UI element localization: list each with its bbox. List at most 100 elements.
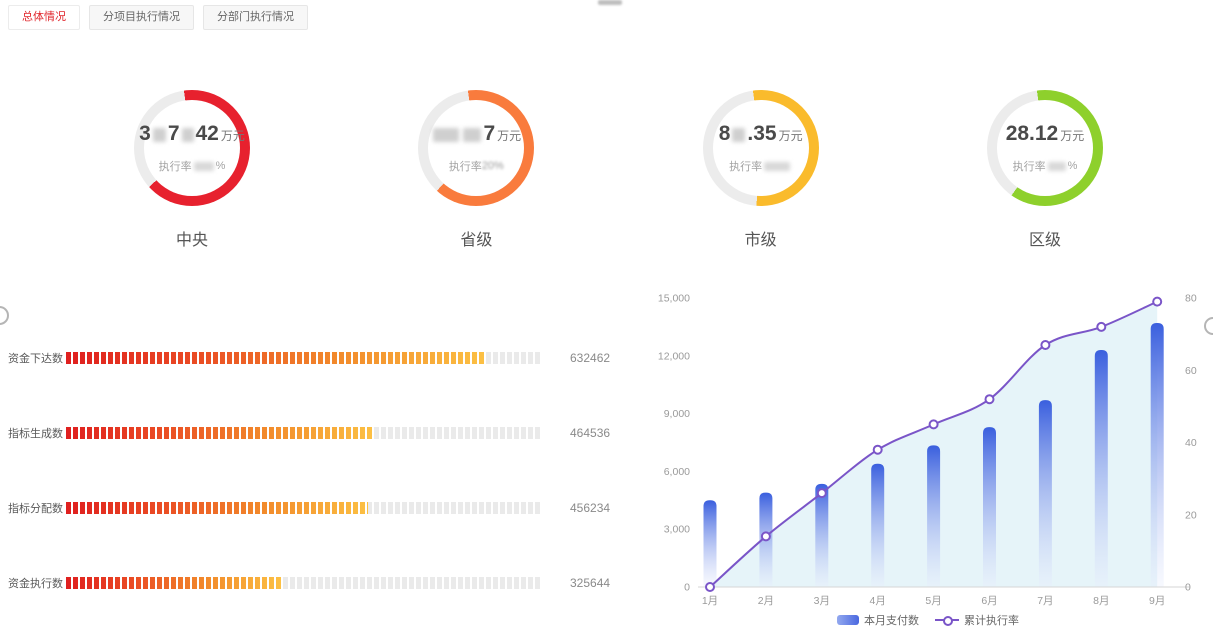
donut-ring: 28.12 万元执行率% — [986, 90, 1103, 206]
line-marker-9月 — [1152, 296, 1163, 307]
line-marker-5月 — [928, 419, 939, 430]
funnel-bar-segmentation — [66, 577, 542, 589]
line-marker-icon — [935, 615, 959, 626]
gauge-district: 28.12 万元执行率% 区级 — [986, 90, 1103, 250]
funnel-row-value: 325644 — [570, 576, 611, 590]
x-tick-1月: 1月 — [702, 595, 718, 607]
y-left-tick: 9,000 — [664, 408, 690, 420]
redaction-blur — [193, 161, 214, 171]
gauge-label: 区级 — [1028, 232, 1061, 249]
visible-text: 执行率 — [448, 161, 482, 173]
visible-text: 执行率 — [158, 161, 192, 173]
gauge-unit: 万元 — [497, 129, 522, 143]
redaction-blur — [1047, 161, 1066, 171]
gauge-rate: 执行率 20% — [449, 158, 504, 174]
x-tick-3月: 3月 — [814, 595, 830, 607]
gauge-label: 省级 — [460, 232, 493, 249]
bar-9月 — [1150, 323, 1164, 587]
visible-text: 执行率 — [1012, 161, 1046, 173]
visible-text: 7 — [167, 122, 180, 145]
funnel-row-label: 指标生成数 — [8, 428, 63, 440]
y-right-tick: 60 — [1185, 365, 1197, 377]
funnel-bar-segmentation — [66, 427, 542, 439]
visible-text: 执行率 — [729, 161, 763, 173]
legend-label: 累计执行率 — [964, 615, 1019, 627]
visible-text: 8 — [718, 122, 731, 145]
y-left-tick: 6,000 — [664, 466, 690, 478]
redaction-blur — [732, 128, 746, 142]
tab-overall[interactable]: 总体情况 — [8, 5, 80, 30]
bar-8月 — [1094, 350, 1108, 587]
gauge-value: 8 .35 万元 — [719, 122, 803, 148]
visible-text: % — [1067, 160, 1078, 172]
legend-item-cumulative-rate[interactable]: 累计执行率 — [935, 612, 1019, 628]
redaction-blur — [433, 128, 460, 142]
visible-text: % — [215, 160, 226, 172]
gauge-center-text: 7 万元执行率 20% — [418, 90, 534, 206]
gauge-municipal: 8 .35 万元 执行率 市级 — [702, 90, 819, 250]
funnel-row: 指标生成数 464536 — [8, 426, 638, 440]
redaction-blur — [181, 128, 194, 142]
tab-by-project[interactable]: 分项目执行情况 — [89, 5, 194, 30]
y-right-tick: 40 — [1185, 437, 1197, 449]
bar-4月 — [871, 463, 885, 587]
cropped-title-artifact — [598, 0, 622, 5]
gauge-value: 28.12 万元 — [1006, 122, 1085, 148]
gauge-label: 中央 — [175, 232, 208, 249]
funnel-row: 指标分配数 456234 — [8, 501, 638, 515]
y-right-tick: 0 — [1185, 582, 1191, 594]
gauge-value: 7 万元 — [431, 122, 521, 148]
visible-text: 28.12 — [1005, 122, 1059, 145]
visible-text: 3 — [139, 122, 151, 145]
y-left-tick: 15,000 — [658, 293, 690, 305]
funnel-bar-segmentation — [66, 502, 542, 514]
bar-3月 — [815, 483, 829, 587]
y-right-tick: 20 — [1185, 509, 1197, 521]
y-left-tick: 3,000 — [664, 524, 690, 536]
line-marker-4月 — [872, 444, 883, 455]
funnel-bar-track — [66, 577, 542, 589]
x-tick-9月: 9月 — [1149, 595, 1165, 607]
redaction-blur — [463, 128, 482, 142]
bar-swatch-icon — [837, 615, 859, 625]
donut-ring: 8 .35 万元执行率 — [702, 90, 819, 206]
donut-ring: 3 7 42 万元执行率% — [134, 90, 250, 206]
line-marker-8月 — [1096, 321, 1107, 332]
gauge-central: 3 7 42 万元执行率% 中央 — [134, 90, 250, 250]
gauge-unit: 万元 — [1060, 129, 1085, 143]
funnel-bar-track — [66, 427, 542, 439]
line-marker-1月 — [705, 582, 715, 592]
visible-text: 42 — [195, 122, 219, 145]
y-right-tick: 80 — [1185, 293, 1197, 305]
gauge-row: 3 7 42 万元 执行率% 中央 7 万元 执行率 20% 省级 8.35 万元 执行率 市级 28.12 万… — [0, 90, 1213, 250]
blurred-text: 20% — [481, 160, 504, 172]
tab-by-department[interactable]: 分部门执行情况 — [203, 5, 308, 30]
x-tick-5月: 5月 — [925, 595, 941, 607]
redaction-blur — [152, 128, 166, 142]
legend-item-monthly-payments[interactable]: 本月支付数 — [837, 612, 919, 628]
funnel-row: 资金下达数 632462 — [8, 351, 638, 365]
redaction-blur — [764, 161, 791, 171]
funnel-row: 资金执行数 325644 — [8, 576, 638, 590]
tab-bar: 总体情况 分项目执行情况 分部门执行情况 — [8, 5, 308, 30]
donut-ring: 7 万元执行率 20% — [418, 90, 535, 206]
x-tick-7月: 7月 — [1037, 595, 1053, 607]
visible-text: 7 — [483, 122, 496, 145]
gauge-center-text: 8 .35 万元执行率 — [703, 90, 819, 206]
gauge-rate: 执行率% — [1013, 158, 1078, 174]
x-tick-8月: 8月 — [1093, 595, 1109, 607]
funnel-row-value: 456234 — [570, 501, 611, 515]
legend-label: 本月支付数 — [864, 615, 919, 627]
gauge-center-text: 28.12 万元执行率% — [987, 90, 1103, 206]
gauge-unit: 万元 — [220, 129, 245, 143]
funnel-row-label: 资金执行数 — [8, 578, 63, 590]
funnel-row-label: 资金下达数 — [8, 353, 63, 365]
gauge-unit: 万元 — [778, 129, 803, 143]
line-marker-7月 — [1040, 340, 1051, 350]
funnel-bar-segmentation — [66, 352, 542, 364]
gauge-provincial: 7 万元执行率 20% 省级 — [418, 90, 535, 250]
gauge-value: 3 7 42 万元 — [139, 122, 245, 148]
gauge-rate: 执行率% — [159, 158, 226, 174]
line-marker-2月 — [760, 531, 771, 542]
